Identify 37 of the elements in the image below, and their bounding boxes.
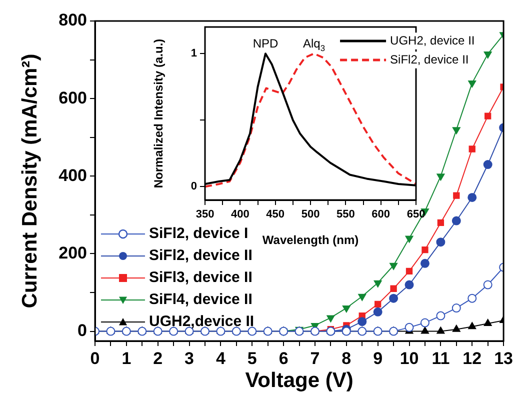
legend-label: UGH2, device II xyxy=(390,33,475,48)
legend-label: SiFl2, device II xyxy=(390,52,469,66)
legend-label: SiFl2, device II xyxy=(149,247,252,264)
x-tick-label: 3 xyxy=(184,348,194,368)
y-axis-title: Current Density (mA/cm²) xyxy=(18,54,42,308)
legend-label: UGH2,device II xyxy=(149,313,254,330)
y-tick-label: 800 xyxy=(58,10,87,30)
x-tick-label: 8 xyxy=(342,348,352,368)
x-tick-label: 5 xyxy=(247,348,257,368)
x-tick-label: 350 xyxy=(196,208,214,221)
x-tick-label: 7 xyxy=(310,348,320,368)
x-tick-label: 6 xyxy=(278,348,288,368)
x-tick-label: 550 xyxy=(336,208,355,221)
x-tick-label: 400 xyxy=(230,208,250,221)
x-tick-label: 500 xyxy=(301,208,320,221)
y-tick-label: 200 xyxy=(58,243,87,262)
x-axis-title: Voltage (V) xyxy=(245,369,354,392)
x-tick-label: 4 xyxy=(216,348,226,368)
y-tick-label: 0 xyxy=(78,320,87,340)
x-tick-label: 600 xyxy=(372,208,390,221)
x-tick-label: 450 xyxy=(266,208,285,221)
x-tick-label: 11 xyxy=(432,348,450,368)
y-tick-label: 400 xyxy=(58,166,87,185)
x-tick-label: 12 xyxy=(462,348,482,368)
legend-label: SiFl3, device II xyxy=(149,269,252,286)
annotation: NPD xyxy=(252,36,278,51)
legend-label: SiFl2, device I xyxy=(149,225,248,242)
y-axis-title: Normalized Intensity (a.u.) xyxy=(152,38,166,188)
x-axis-title: Wavelength (nm) xyxy=(262,233,359,248)
x-tick-label: 0 xyxy=(90,348,100,368)
x-tick-label: 10 xyxy=(400,348,419,368)
x-tick-label: 13 xyxy=(494,348,514,368)
y-tick-label: 600 xyxy=(58,88,87,108)
legend-label: SiFl4, device II xyxy=(149,291,252,308)
x-tick-label: 1 xyxy=(122,348,132,368)
x-tick-label: 2 xyxy=(153,348,163,368)
x-tick-label: 9 xyxy=(373,348,383,368)
